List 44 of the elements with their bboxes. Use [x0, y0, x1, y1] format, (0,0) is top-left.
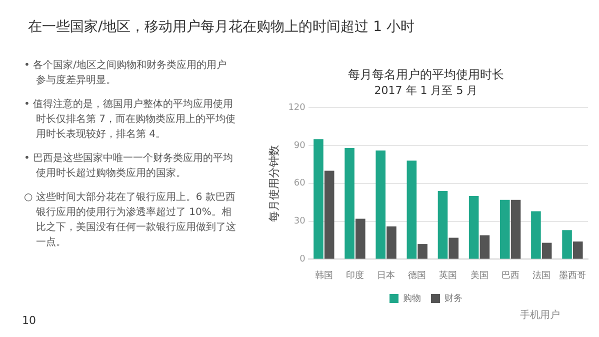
x-tick-label: 英国 [439, 270, 458, 281]
bar [448, 238, 459, 259]
bar [480, 235, 490, 259]
bar [418, 244, 428, 259]
bar [542, 242, 552, 259]
text: • 巴西是这些国家中唯一一个财务类应用的平均使用时长超过购物类应用的国家。 [24, 152, 234, 181]
bar [356, 218, 366, 259]
bar [376, 150, 386, 259]
bar [438, 190, 448, 259]
x-tick-label: 巴西 [501, 270, 520, 281]
bar [324, 170, 334, 259]
y-tick-label: 120 [288, 102, 306, 113]
bar [344, 148, 354, 259]
bar [531, 211, 541, 259]
y-tick-label: 30 [294, 216, 306, 227]
text: • 值得注意的是，德国用户整体的平均应用使用时长仅排名第 7，而在购物类应用上的平均使用时长表现较好，排名第 4。 [24, 98, 236, 142]
x-tick-label: 印度 [346, 270, 364, 281]
y-tick-label: 90 [294, 140, 306, 151]
bar [468, 196, 479, 259]
chart-subtitle: 2017 年 1 月至 5 月 [374, 84, 478, 97]
text: 手机用户 [520, 308, 560, 322]
x-tick-label: 法国 [532, 270, 550, 281]
x-tick-label: 美国 [470, 270, 488, 281]
bar [573, 242, 583, 259]
bar [510, 200, 521, 259]
chart-title: 每月每名用户的平均使用时长 [348, 67, 504, 82]
text: ○ 这些时间大部分花在了银行应用上。6 款巴西银行应用的使用行为渗透率超过了 10%。相比之下，美国没有任何一款银行应用做到了这一点。 [24, 190, 236, 250]
bar [386, 226, 396, 259]
y-tick-label: 0 [300, 254, 306, 265]
legend-label: 财务 [444, 292, 462, 304]
bar [314, 139, 324, 259]
bar [406, 160, 417, 259]
y-tick-label: 60 [294, 178, 306, 189]
bar [500, 200, 510, 259]
y-axis-title: 每月使用分钟数 [267, 144, 280, 222]
legend-label: 购物 [403, 292, 421, 304]
x-tick-label: 墨西哥 [558, 270, 586, 281]
text: • 各个国家/地区之间购物和财务类应用的用户参与度差异明显。 [24, 58, 228, 88]
bar [562, 230, 572, 259]
x-tick-label: 日本 [377, 270, 396, 281]
x-tick-label: 韩国 [314, 270, 333, 281]
text: 在一些国家/地区，移动用户每月花在购物上的时间超过 1 小时 [28, 18, 415, 36]
text: 10 [22, 314, 36, 327]
x-tick-label: 德国 [408, 270, 426, 281]
